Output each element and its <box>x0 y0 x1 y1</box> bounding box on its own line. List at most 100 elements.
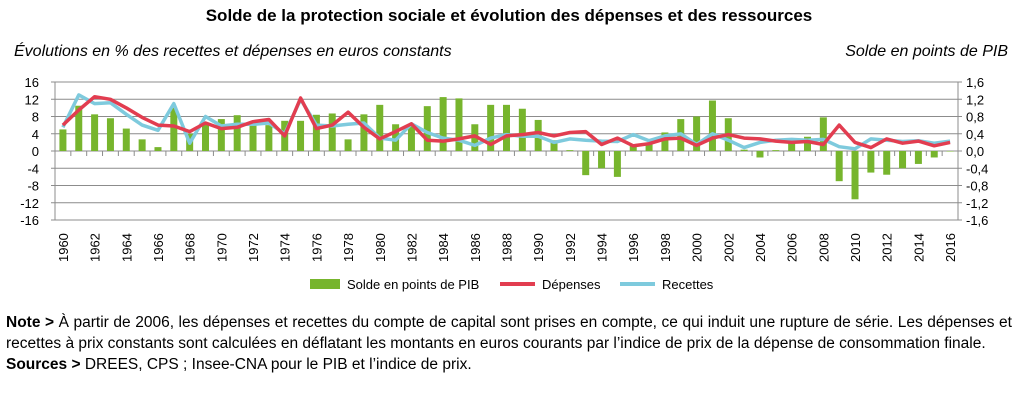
bar-solde-2005 <box>772 150 780 151</box>
bar-solde-1970 <box>217 119 225 151</box>
y-tick-left: 0 <box>32 144 39 159</box>
y-tick-left: 4 <box>32 127 39 142</box>
bar-solde-1995 <box>613 151 621 177</box>
y-tick-left: 16 <box>25 75 39 90</box>
note-text: À partir de 2006, les dépenses et recett… <box>6 314 1012 352</box>
bar-solde-1972 <box>249 125 257 151</box>
bar-solde-1981 <box>392 124 400 151</box>
bar-solde-2013 <box>899 151 907 169</box>
bar-solde-1971 <box>233 115 241 151</box>
bar-solde-1983 <box>423 106 431 151</box>
bar-solde-2009 <box>835 151 843 182</box>
bar-solde-1973 <box>265 125 273 151</box>
x-tick-label: 1972 <box>246 233 261 262</box>
bar-solde-2016 <box>946 151 954 152</box>
y-tick-left: -16 <box>20 213 39 228</box>
bar-solde-2015 <box>930 151 938 158</box>
x-tick-label: 2014 <box>911 233 926 262</box>
bar-solde-1978 <box>344 139 352 151</box>
x-tick-label: 1996 <box>626 233 641 262</box>
x-tick-label: 1984 <box>436 233 451 262</box>
bar-solde-1987 <box>487 104 495 151</box>
x-tick-label: 1982 <box>404 233 419 262</box>
bar-solde-1962 <box>91 114 99 151</box>
bar-solde-1975 <box>297 120 305 151</box>
y-tick-left: -4 <box>27 161 39 176</box>
y-tick-left: -8 <box>27 179 39 194</box>
y-tick-left: -12 <box>20 196 39 211</box>
x-tick-label: 2006 <box>785 233 800 262</box>
bar-solde-1991 <box>550 140 558 151</box>
depenses-line <box>61 94 951 150</box>
x-tick-label: 2012 <box>880 233 895 262</box>
legend-swatch-solde <box>310 279 340 289</box>
bar-solde-1989 <box>518 108 526 151</box>
bar-solde-2014 <box>914 151 922 164</box>
x-tick-label: 2002 <box>721 233 736 262</box>
bar-solde-1997 <box>645 144 653 151</box>
y-tick-right: 1,2 <box>966 92 984 107</box>
y-tick-right: 1,6 <box>966 75 984 90</box>
bar-solde-2003 <box>740 149 748 151</box>
x-tick-label: 2008 <box>816 233 831 262</box>
x-tick-label: 2004 <box>753 233 768 262</box>
legend-label-recettes: Recettes <box>662 277 714 292</box>
x-tick-label: 1986 <box>468 233 483 262</box>
x-tick-label: 1988 <box>500 233 515 262</box>
sources-label: Sources > <box>6 356 81 373</box>
legend-label-solde: Solde en points de PIB <box>347 277 479 292</box>
bar-solde-1961 <box>75 105 83 151</box>
bar-solde-2011 <box>867 151 875 173</box>
note: Note > À partir de 2006, les dépenses et… <box>6 312 1012 375</box>
y-tick-right: 0,4 <box>966 127 984 142</box>
x-tick-label: 1964 <box>119 233 134 262</box>
bar-solde-1967 <box>170 107 178 151</box>
bar-solde-1979 <box>360 114 368 151</box>
bar-solde-1992 <box>566 150 574 151</box>
x-tick-label: 1998 <box>658 233 673 262</box>
chart: 16 1,6 12 1,2 8 0,8 4 0,4 0 0,0 -4 -0,4 -8 -0,8 -12 -1,… <box>20 75 988 292</box>
y-tick-left: 12 <box>25 92 39 107</box>
y-tick-right: -1,6 <box>966 213 988 228</box>
sources-text: DREES, CPS ; Insee-CNA pour le PIB et l’… <box>80 356 472 373</box>
right-axis-label: Solde en points de PIB <box>845 43 1008 60</box>
bar-solde-1993 <box>582 151 590 176</box>
bar-solde-2007 <box>804 136 811 151</box>
bar-solde-1996 <box>629 144 637 151</box>
bar-solde-1980 <box>376 104 384 151</box>
x-tick-label: 1966 <box>151 233 166 262</box>
y-tick-right: 0,0 <box>966 144 984 159</box>
bar-solde-1988 <box>503 104 510 151</box>
x-tick-label: 1978 <box>341 233 356 262</box>
legend-label-depenses: Dépenses <box>542 277 601 292</box>
bar-solde-1963 <box>106 118 114 151</box>
bar-solde-2006 <box>788 141 796 151</box>
bar-solde-2000 <box>693 116 701 151</box>
bar-solde-1964 <box>122 128 130 151</box>
x-tick-label: 1974 <box>278 233 293 262</box>
bar-solde-1977 <box>328 113 336 151</box>
bar-solde-2004 <box>756 151 764 158</box>
x-tick-label: 1960 <box>56 233 71 262</box>
bar-solde-1966 <box>154 147 162 151</box>
x-tick-label: 2000 <box>690 233 705 262</box>
note-label: Note > <box>6 314 55 331</box>
y-tick-right: 0,8 <box>966 110 984 125</box>
x-tick-label: 1990 <box>531 233 546 262</box>
bar-solde-1998 <box>661 132 669 151</box>
y-tick-right: -0,4 <box>966 161 988 176</box>
bar-solde-1984 <box>439 97 447 151</box>
x-tick-label: 1970 <box>214 233 229 262</box>
left-axis-label: Évolutions en % des recettes et dépenses… <box>14 43 452 60</box>
bar-solde-1976 <box>312 114 320 151</box>
x-tick-label: 1962 <box>88 233 103 262</box>
y-tick-left: 8 <box>32 110 39 125</box>
x-tick-label: 1980 <box>373 233 388 262</box>
x-tick-label: 2010 <box>848 233 863 262</box>
bar-solde-1985 <box>455 98 463 151</box>
bar-solde-1960 <box>59 129 67 151</box>
x-tick-label: 1968 <box>183 233 198 262</box>
bar-solde-2010 <box>851 151 859 200</box>
bar-solde-2001 <box>708 100 716 151</box>
bar-solde-2012 <box>883 151 891 175</box>
